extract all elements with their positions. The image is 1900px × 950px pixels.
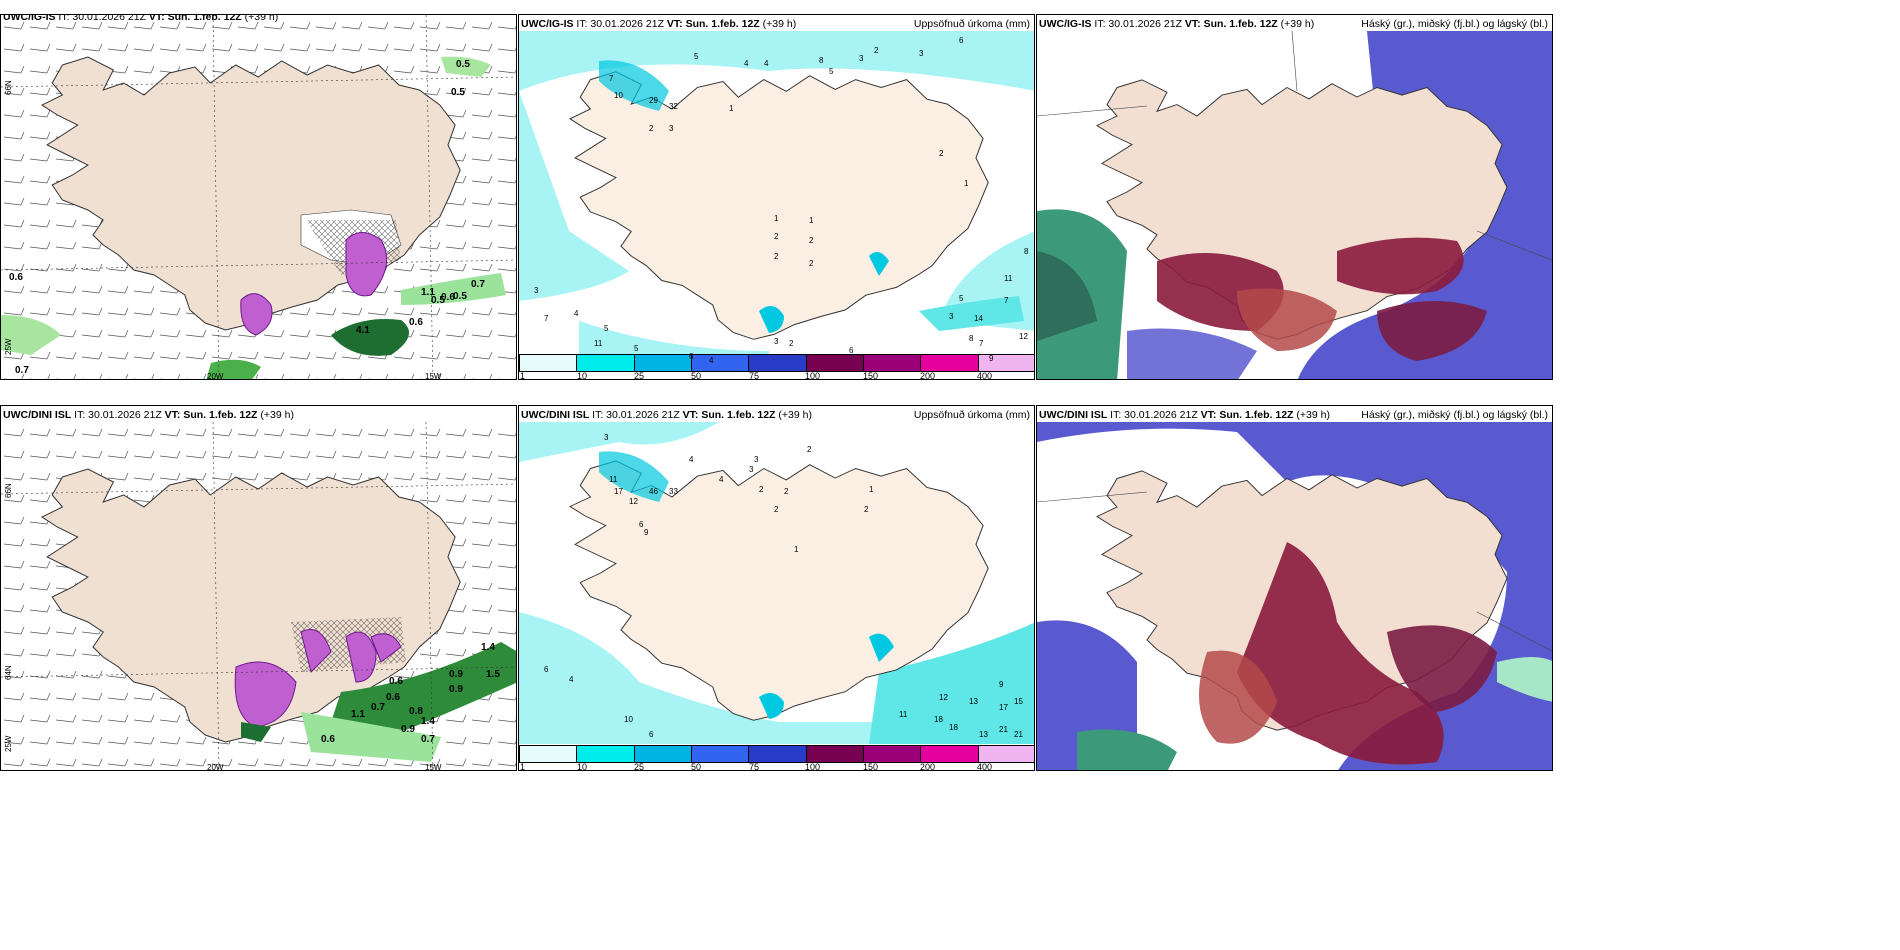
precip-title: Uppsöfnuð úrkoma (mm)	[913, 18, 1030, 30]
lon-label-20: 20W	[207, 372, 224, 380]
wind-label: 0.7	[15, 365, 29, 376]
panel-title: UWC/DINI ISL IT: 30.01.2026 21Z VT: Sun.…	[1039, 409, 1330, 421]
tick: 400	[977, 762, 993, 771]
precip-map-top	[519, 31, 1034, 369]
tick: 10	[577, 762, 588, 771]
lon-label-25: 25W	[4, 735, 13, 752]
colorbar-ticks: 1 10 25 50 75 100 150 200 400	[519, 371, 1034, 380]
cloud-title: Háský (gr.), miðský (fj.bl.) og lágský (…	[1361, 18, 1548, 30]
wind-label: 1.4	[421, 716, 435, 727]
colorbar-swatch	[978, 746, 1034, 762]
cloud-panel-top: UWC/IG-IS IT: 30.01.2026 21Z VT: Sun. 1.…	[1036, 14, 1553, 380]
precip-panel-bottom: UWC/DINI ISL IT: 30.01.2026 21Z VT: Sun.…	[518, 405, 1035, 771]
panel-title: UWC/IG-IS IT: 30.01.2026 21Z VT: Sun. 1.…	[3, 14, 279, 23]
tick: 25	[634, 762, 645, 771]
wind-label: 0.8	[409, 706, 423, 717]
tick: 1	[520, 371, 526, 380]
colorbar-swatch	[978, 355, 1034, 371]
cloud-panel-bottom: UWC/DINI ISL IT: 30.01.2026 21Z VT: Sun.…	[1036, 405, 1553, 771]
cloud-title: Háský (gr.), miðský (fj.bl.) og lágský (…	[1361, 409, 1548, 421]
colorbar-swatch	[634, 355, 692, 371]
lat-label-66: 66N	[4, 483, 13, 498]
colorbar-swatch	[691, 355, 750, 371]
wind-label: 0.7	[421, 734, 435, 745]
wind-map-top: 0.5 0.5 0.6 1.1 0.5 0.6 0.5 0.7 4.1 0.6 …	[1, 15, 516, 380]
precip-panel-top: UWC/IG-IS IT: 30.01.2026 21Z VT: Sun. 1.…	[518, 14, 1035, 380]
colorbar-swatch	[921, 355, 979, 371]
wind-label: 0.6	[389, 676, 403, 687]
panel-title: UWC/IG-IS IT: 30.01.2026 21Z VT: Sun. 1.…	[1039, 18, 1315, 30]
wind-label: 0.7	[371, 702, 385, 713]
colorbar-swatch	[806, 355, 864, 371]
tick: 400	[977, 371, 993, 380]
wind-label: 0.5	[431, 295, 445, 306]
precip-map-bottom	[519, 422, 1034, 744]
colorbar-swatch	[520, 355, 578, 371]
tick: 1	[520, 762, 526, 771]
tick: 200	[920, 762, 936, 771]
tick: 50	[691, 371, 702, 380]
wind-panel-top: 0.5 0.5 0.6 1.1 0.5 0.6 0.5 0.7 4.1 0.6 …	[0, 14, 517, 380]
tick: 200	[920, 371, 936, 380]
wind-label: 0.6	[409, 317, 423, 328]
precip-colorbar	[519, 354, 1034, 372]
lon-label-15: 15W	[425, 372, 442, 380]
lat-label-64: 64N	[4, 665, 13, 680]
cloud-map-bottom	[1037, 422, 1552, 770]
wind-map-bottom: 0.6 0.7 1.1 1.4 0.9 0.6 0.7 0.6 0.8 0.9 …	[1, 422, 516, 771]
wind-label: 1.4	[481, 642, 495, 653]
wind-label: 0.6	[321, 734, 335, 745]
colorbar-swatch	[806, 746, 864, 762]
tick: 75	[749, 371, 760, 380]
colorbar-swatch	[520, 746, 578, 762]
wind-label: 0.6	[441, 292, 455, 303]
tick: 150	[863, 762, 879, 771]
wind-label: 0.6	[9, 272, 23, 283]
wind-label: 4.1	[356, 325, 370, 336]
colorbar-swatch	[577, 355, 635, 371]
lon-label-15: 15W	[425, 763, 442, 771]
tick: 50	[691, 762, 702, 771]
wind-label: 0.9	[449, 684, 463, 695]
precip-colorbar	[519, 745, 1034, 763]
colorbar-swatch	[863, 746, 922, 762]
colorbar-swatch	[691, 746, 750, 762]
wind-label: 0.6	[386, 692, 400, 703]
precip-title: Uppsöfnuð úrkoma (mm)	[913, 409, 1030, 421]
lon-label-25: 25W	[4, 338, 13, 355]
panel-title: UWC/IG-IS IT: 30.01.2026 21Z VT: Sun. 1.…	[521, 18, 797, 30]
tick: 100	[805, 762, 821, 771]
colorbar-swatch	[634, 746, 692, 762]
wind-label: 0.9	[401, 724, 415, 735]
wind-label: 0.7	[471, 279, 485, 290]
lon-label-20: 20W	[207, 763, 224, 771]
colorbar-swatch	[863, 355, 922, 371]
wind-label: 0.5	[451, 87, 465, 98]
cloud-map-top	[1037, 31, 1552, 379]
wind-label: 1.5	[486, 669, 500, 680]
tick: 75	[749, 762, 760, 771]
wind-label: 1.1	[351, 709, 365, 720]
tick: 25	[634, 371, 645, 380]
colorbar-swatch	[749, 746, 807, 762]
lat-label-66: 66N	[4, 80, 13, 95]
wind-label: 0.9	[449, 669, 463, 680]
colorbar-ticks: 1 10 25 50 75 100 150 200 400	[519, 762, 1034, 771]
colorbar-swatch	[749, 355, 807, 371]
tick: 10	[577, 371, 588, 380]
colorbar-swatch	[921, 746, 979, 762]
wind-label: 0.5	[456, 59, 470, 70]
wind-panel-bottom: 0.6 0.7 1.1 1.4 0.9 0.6 0.7 0.6 0.8 0.9 …	[0, 405, 517, 771]
panel-title: UWC/DINI ISL IT: 30.01.2026 21Z VT: Sun.…	[521, 409, 812, 421]
colorbar-swatch	[577, 746, 635, 762]
panel-title: UWC/DINI ISL IT: 30.01.2026 21Z VT: Sun.…	[3, 409, 294, 421]
wind-label: 0.5	[453, 291, 467, 302]
wind-label: 1.1	[421, 287, 435, 298]
tick: 150	[863, 371, 879, 380]
tick: 100	[805, 371, 821, 380]
